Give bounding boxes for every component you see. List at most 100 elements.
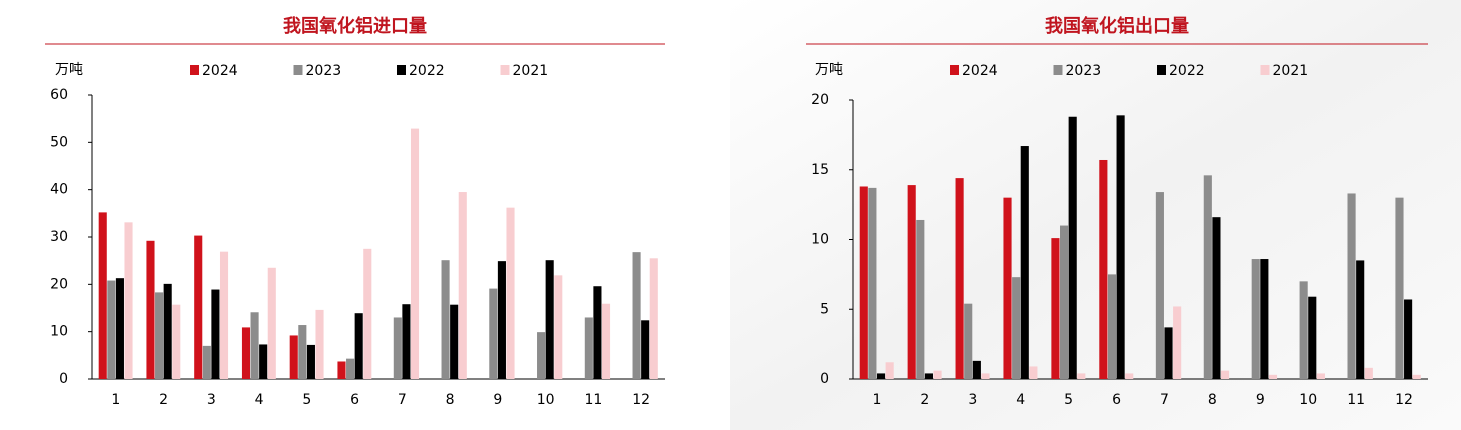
bar [219, 251, 229, 379]
bar [202, 345, 211, 379]
x-tick-label: 7 [398, 392, 407, 408]
bar [907, 185, 916, 379]
bar [211, 289, 220, 379]
bar [545, 260, 554, 379]
x-tick-label: 2 [159, 392, 168, 408]
x-tick-label: 2 [920, 392, 929, 408]
bar [1260, 259, 1269, 379]
bar [1020, 146, 1029, 379]
bar [1268, 374, 1278, 379]
legend-label: 2024 [962, 63, 998, 79]
bar [289, 335, 298, 379]
x-tick-label: 1 [872, 392, 881, 408]
y-tick-label: 10 [811, 232, 829, 248]
y-tick-label: 40 [50, 182, 68, 198]
chart-title: 我国氧化铝出口量 [1045, 15, 1189, 37]
legend-label: 2021 [513, 63, 549, 79]
y-tick-label: 20 [50, 276, 68, 292]
bar [402, 304, 411, 379]
legend-swatch [1260, 65, 1270, 75]
bar [489, 288, 498, 379]
bar [1003, 197, 1012, 379]
x-tick-label: 3 [968, 392, 977, 408]
bar [1221, 370, 1230, 379]
bar [163, 283, 172, 379]
bar [1107, 274, 1117, 379]
bar [981, 373, 990, 379]
x-tick-label: 4 [1016, 392, 1025, 408]
bar [885, 362, 894, 379]
x-tick-label: 3 [207, 392, 216, 408]
bar [1155, 192, 1164, 379]
bar [1251, 259, 1260, 379]
bar [972, 360, 981, 379]
bar [450, 304, 459, 379]
bar [955, 178, 964, 379]
x-tick-label: 5 [1064, 392, 1073, 408]
bar [259, 344, 268, 379]
bar [1347, 193, 1356, 379]
bar [1316, 373, 1325, 379]
y-tick-label: 50 [50, 134, 68, 150]
bar [306, 344, 315, 379]
bar [146, 240, 155, 379]
bar [933, 370, 942, 379]
bar [194, 235, 203, 379]
legend-label: 2021 [1273, 63, 1309, 79]
bar [1203, 175, 1212, 379]
bar [250, 312, 259, 379]
bar [1404, 299, 1413, 379]
x-tick-label: 10 [537, 392, 555, 408]
x-tick-label: 7 [1160, 392, 1169, 408]
bar [363, 248, 372, 379]
bar [868, 187, 877, 379]
legend-swatch [1053, 65, 1063, 75]
x-tick-label: 9 [1256, 392, 1265, 408]
legend-swatch [190, 65, 199, 75]
bar [601, 303, 611, 379]
legend-swatch [293, 65, 303, 75]
y-axis-label: 万吨 [815, 62, 843, 78]
bar [337, 361, 346, 379]
y-tick-label: 10 [50, 324, 68, 340]
x-tick-label: 10 [1299, 392, 1317, 408]
bar [441, 260, 450, 379]
bar [1164, 327, 1173, 379]
bar [506, 207, 515, 379]
legend-label: 2022 [1169, 63, 1205, 79]
bar [346, 358, 355, 379]
y-tick-label: 0 [820, 371, 829, 387]
bar [1012, 277, 1021, 379]
bar [115, 278, 124, 379]
bar [298, 325, 307, 379]
y-tick-label: 15 [811, 162, 829, 178]
bar [267, 267, 276, 379]
y-tick-label: 0 [59, 371, 68, 387]
bar [1125, 373, 1134, 379]
bar [1395, 197, 1404, 379]
bar [1051, 238, 1060, 379]
bar [859, 186, 868, 379]
x-tick-label: 6 [350, 392, 359, 408]
y-tick-label: 20 [811, 92, 829, 108]
x-tick-label: 12 [1395, 392, 1413, 408]
x-tick-label: 8 [1208, 392, 1217, 408]
bar [964, 303, 973, 379]
legend-label: 2024 [202, 63, 238, 79]
bar [1116, 115, 1125, 379]
bar [124, 222, 133, 379]
bar [1356, 260, 1365, 379]
legend-swatch [500, 65, 510, 75]
bar [1212, 217, 1221, 379]
bar [1173, 306, 1182, 379]
bar [641, 320, 650, 379]
x-tick-label: 11 [1347, 392, 1365, 408]
x-tick-label: 9 [493, 392, 502, 408]
chart-title: 我国氧化铝进口量 [283, 15, 427, 37]
x-tick-label: 12 [632, 392, 650, 408]
bar [1068, 116, 1077, 380]
y-tick-label: 5 [820, 301, 829, 317]
x-tick-label: 11 [584, 392, 602, 408]
bar [1029, 366, 1038, 379]
